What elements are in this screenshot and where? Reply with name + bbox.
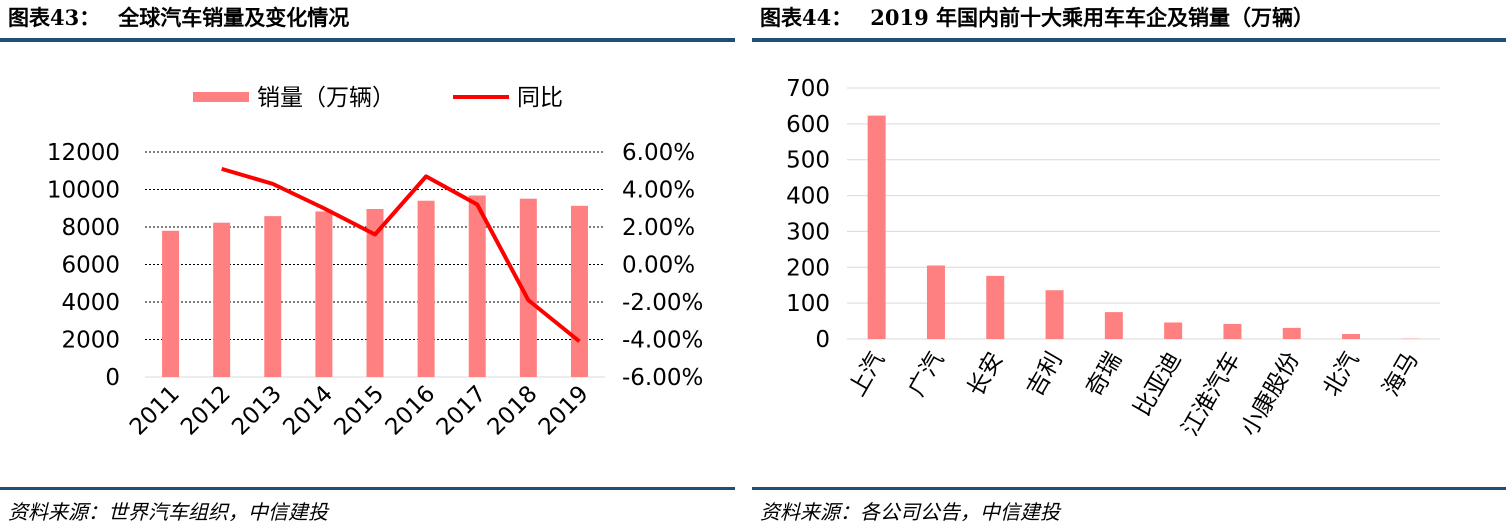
figure-label: 图表44： [760, 5, 853, 30]
bar-sales [1223, 323, 1242, 339]
bar-sales [1045, 290, 1064, 339]
x-tick-label: 2019 [534, 381, 594, 441]
legend-label-sales: 销量（万辆） [257, 85, 395, 111]
bar-sales [1282, 327, 1301, 339]
figure-title-text: 全球汽车销量及变化情况 [118, 5, 350, 30]
bar-sales [519, 198, 537, 377]
y-left-tick-label: 2000 [61, 328, 120, 354]
y-right-tick-label: -6.00% [622, 365, 703, 391]
chart-panel-global-sales: 图表43： 全球汽车销量及变化情况 0 2000 4000 6000 8000 10000 1… [0, 0, 735, 528]
y-right-tick-label: -2.00% [622, 290, 703, 316]
x-tick-label: 2015 [329, 381, 389, 441]
y-right-tick-label: 6.00% [622, 140, 695, 166]
source-note: 资料来源：世界汽车组织，中信建投 [8, 500, 328, 524]
figure-label: 图表43： [8, 5, 101, 30]
title-rule [0, 38, 735, 42]
source-rule [752, 487, 1506, 490]
y-left-tick-label: 0 [105, 365, 120, 391]
x-tick-label: 2017 [432, 381, 492, 441]
line-yoy [221, 166, 581, 343]
y-left-tick-label: 12000 [47, 140, 120, 166]
bar-sales [162, 230, 180, 377]
y-left-tick-label: 8000 [61, 215, 120, 241]
x-tick-label: 北汽 [1319, 348, 1365, 401]
x-tick-label: 江淮汽车 [1177, 348, 1246, 441]
source-rule [0, 487, 735, 490]
bar-sales [1342, 333, 1361, 339]
x-tick-label: 比亚迪 [1129, 348, 1186, 421]
top10-automakers-chart: 0 100 200 300 400 500 600 700 上汽 广汽 长安 吉利 奇瑞 比亚迪江淮汽车小… [786, 76, 1440, 441]
figure-title: 图表44： 2019 年国内前十大乘用车车企及销量（万辆） [760, 2, 1314, 32]
y-tick-label: 500 [786, 148, 830, 174]
y-left-tick-label: 4000 [61, 290, 120, 316]
y-tick-label: 700 [786, 76, 830, 102]
x-tick-label: 海马 [1378, 348, 1424, 401]
bar-sales [986, 275, 1005, 339]
bar-sales [315, 211, 333, 377]
bar-sales [867, 115, 886, 339]
figure-title-text: 2019 年国内前十大乘用车车企及销量（万辆） [870, 5, 1314, 30]
bar-sales [213, 222, 231, 377]
y-tick-label: 600 [786, 112, 830, 138]
y-tick-label: 300 [786, 219, 830, 245]
x-tick-label: 2011 [125, 381, 185, 441]
x-tick-label: 长安 [963, 348, 1009, 401]
legend-label-yoy: 同比 [517, 85, 563, 111]
y-left-tick-label: 6000 [61, 253, 120, 279]
x-tick-label: 吉利 [1022, 348, 1068, 401]
y-tick-label: 100 [786, 291, 830, 317]
bar-sales [1104, 312, 1123, 339]
x-tick-label: 2012 [176, 381, 236, 441]
x-tick-label: 广汽 [904, 348, 950, 401]
bar-sales [926, 265, 945, 339]
x-tick-label: 2018 [483, 381, 543, 441]
y-right-tick-label: -4.00% [622, 328, 703, 354]
bar-sales [468, 195, 486, 377]
bar-sales [1164, 322, 1183, 339]
title-rule [752, 38, 1506, 42]
bar-sales [417, 200, 435, 377]
source-note: 资料来源：各公司公告，中信建投 [760, 500, 1060, 524]
y-tick-label: 200 [786, 255, 830, 281]
y-left-tick-label: 10000 [47, 178, 120, 204]
global-sales-chart: 0 2000 4000 6000 8000 10000 12000 -6.00% -4.00% -… [47, 85, 704, 441]
x-tick-label: 小康股份 [1236, 348, 1305, 441]
y-tick-label: 400 [786, 184, 830, 210]
bar-sales [366, 209, 384, 377]
x-tick-label: 上汽 [844, 348, 890, 401]
x-tick-label: 2016 [381, 381, 441, 441]
figure-title: 图表43： 全球汽车销量及变化情况 [8, 2, 349, 32]
x-tick-label: 奇瑞 [1082, 348, 1128, 401]
legend-swatch-sales [193, 92, 249, 102]
chart-panel-top10-automakers: 图表44： 2019 年国内前十大乘用车车企及销量（万辆） 0 100 200 300 4… [752, 0, 1506, 528]
y-right-tick-label: 2.00% [622, 215, 695, 241]
y-right-tick-label: 0.00% [622, 253, 695, 279]
bar-sales [264, 216, 282, 377]
y-right-tick-label: 4.00% [622, 178, 695, 204]
y-tick-label: 0 [815, 327, 830, 353]
x-tick-label: 2013 [227, 381, 287, 441]
x-tick-label: 2014 [278, 381, 338, 441]
bar-sales [570, 205, 588, 377]
